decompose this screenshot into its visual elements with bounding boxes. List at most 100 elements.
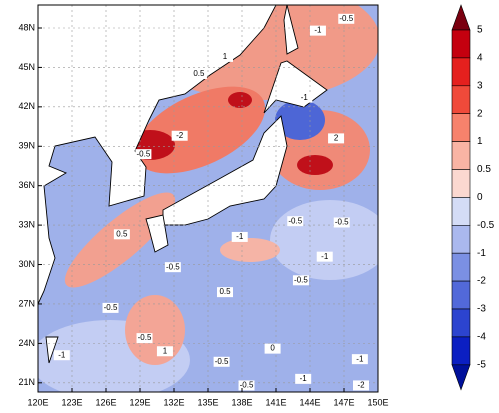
colorbar-box bbox=[451, 308, 471, 338]
colorbar-box bbox=[451, 252, 471, 282]
contour-label: 0.5 bbox=[193, 69, 205, 78]
contour-label-bg bbox=[328, 133, 345, 144]
contour-label: -0.5 bbox=[215, 357, 229, 366]
contour-label-bg bbox=[213, 356, 230, 367]
lat-tick-label: 39N bbox=[18, 141, 35, 151]
contour-label-bg bbox=[264, 343, 281, 354]
contour-labels: -0.5 -1 0.5 1 -1 -2 2 -0.5 -0.5 -0.5 0.5 -1 -0.5 -1 -0… bbox=[53, 13, 369, 391]
colorbar-box bbox=[451, 29, 471, 59]
contour-label-bg bbox=[164, 262, 181, 273]
colorbar-label: 4 bbox=[477, 53, 483, 64]
colorbar-label: -2 bbox=[477, 276, 486, 287]
contour-label: 2 bbox=[334, 133, 339, 142]
contour-label-bg bbox=[351, 354, 368, 365]
contour-label-bg bbox=[292, 275, 309, 286]
contour-label: -0.5 bbox=[137, 149, 151, 158]
sakhalin bbox=[283, 5, 299, 55]
contour-label: -1 bbox=[236, 232, 244, 241]
colorbar: 5 4 3 2 1 0.5 0 -0.5 -1 -2 -3 -4 -5 bbox=[451, 4, 495, 391]
lat-tick-label: 33N bbox=[18, 219, 35, 229]
contour-label: 0.5 bbox=[116, 229, 128, 238]
colorbar-label: 3 bbox=[477, 80, 483, 91]
contour-label-bg bbox=[353, 380, 369, 391]
lon-tick-label: 129E bbox=[129, 397, 150, 407]
lon-tick-label: 150E bbox=[367, 397, 388, 407]
contour-label-bg bbox=[171, 130, 188, 141]
contour-label: -2 bbox=[357, 381, 365, 390]
lon-tick-label: 132E bbox=[163, 397, 184, 407]
lat-tick-label: 48N bbox=[18, 22, 35, 32]
colorbar-extend-top bbox=[451, 4, 471, 31]
anomaly-patch bbox=[228, 92, 252, 108]
anomaly-patch bbox=[125, 295, 185, 365]
colorbar-box bbox=[451, 85, 471, 115]
colorbar-label: -0.5 bbox=[477, 220, 495, 231]
contour-label: -1 bbox=[356, 354, 364, 363]
colorbar-extend-bottom bbox=[451, 364, 471, 391]
contour-label: -0.5 bbox=[335, 218, 349, 227]
grid bbox=[38, 5, 378, 392]
contour-label-bg bbox=[102, 302, 119, 313]
anomaly-patch bbox=[270, 200, 378, 280]
anomaly-patch bbox=[64, 192, 176, 288]
colorbar-box bbox=[451, 57, 471, 87]
contour-label: -1 bbox=[300, 374, 308, 383]
contour-label: -0.5 bbox=[138, 333, 152, 342]
colorbar-box bbox=[451, 141, 471, 170]
lon-tick-label: 147E bbox=[333, 397, 354, 407]
anomaly-patch bbox=[297, 155, 333, 175]
lat-tick-label: 21N bbox=[18, 377, 35, 387]
lon-tick-label: 141E bbox=[265, 397, 286, 407]
contour-label: -0.5 bbox=[104, 303, 118, 312]
lat-tick-label: 42N bbox=[18, 101, 35, 111]
lon-tick-label: 135E bbox=[197, 397, 218, 407]
contour-label: 0 bbox=[270, 344, 275, 353]
contour-label-bg bbox=[309, 25, 326, 36]
anomaly-patch bbox=[275, 100, 325, 140]
contour-label-bg bbox=[135, 149, 152, 160]
axes: 120E 123E 126E 129E 132E 135E 138E 141E 144E 147E… bbox=[18, 22, 388, 407]
contour-label: -0.5 bbox=[294, 275, 308, 284]
colorbar-label: -5 bbox=[477, 359, 486, 370]
contour-label-bg bbox=[316, 251, 333, 262]
colorbar-box bbox=[451, 280, 471, 310]
colorbar-label: -3 bbox=[477, 304, 486, 315]
colorbar-box bbox=[451, 225, 471, 254]
kyushu bbox=[145, 214, 169, 253]
contour-label: -1 bbox=[301, 93, 309, 102]
colorbar-label: 0.5 bbox=[477, 164, 491, 175]
contour-label-bg bbox=[156, 346, 173, 357]
contour-label-bg bbox=[333, 217, 350, 228]
lat-tick-label: 24N bbox=[18, 338, 35, 348]
contour-label-bg bbox=[190, 68, 207, 79]
contour-label-bg bbox=[238, 380, 255, 391]
contour-label: -1 bbox=[321, 252, 329, 261]
colorbar-label: -1 bbox=[477, 248, 486, 259]
contour-label: -0.5 bbox=[166, 262, 180, 271]
contour-label-bg bbox=[231, 231, 248, 242]
lat-tick-label: 30N bbox=[18, 259, 35, 269]
contour-label: -1 bbox=[314, 26, 322, 35]
lat-tick-label: 27N bbox=[18, 298, 35, 308]
colorbar-label: 1 bbox=[477, 136, 483, 147]
map-field: -0.5 -1 0.5 1 -1 -2 2 -0.5 -0.5 -0.5 0.5 -1 -0.5 -1 -0… bbox=[38, 5, 378, 392]
contour-label-bg bbox=[295, 373, 312, 384]
contour-label: 1 bbox=[163, 346, 168, 355]
lon-tick-label: 126E bbox=[95, 397, 116, 407]
contour-label-bg bbox=[136, 333, 153, 344]
contour-label: -0.5 bbox=[339, 14, 353, 23]
lat-tick-label: 36N bbox=[18, 180, 35, 190]
contour-label-bg bbox=[53, 350, 70, 361]
contour-label: -0.5 bbox=[240, 381, 254, 390]
anomaly-patch bbox=[220, 238, 280, 262]
contour-label-bg bbox=[217, 287, 233, 298]
colorbar-box bbox=[451, 197, 471, 226]
contour-label: 1 bbox=[223, 52, 228, 61]
contour-label-bg bbox=[296, 92, 313, 103]
contour-label-bg bbox=[338, 13, 355, 24]
contour-label: 0.5 bbox=[219, 287, 231, 296]
contour-label: -1 bbox=[58, 350, 66, 359]
lon-tick-label: 120E bbox=[27, 397, 48, 407]
colorbar-label: -4 bbox=[477, 332, 486, 343]
